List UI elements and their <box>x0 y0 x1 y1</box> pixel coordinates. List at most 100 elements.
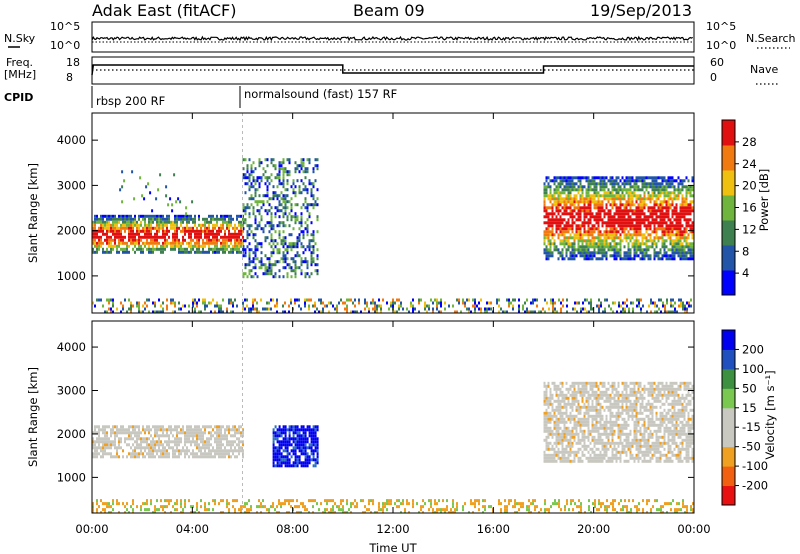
power-cell-0-343 <box>160 217 162 221</box>
power-cell-3-987 <box>635 233 638 237</box>
velocity-cell-2-207 <box>563 426 566 430</box>
power-cell-3-687 <box>607 248 610 252</box>
power-cell-3-1153 <box>651 239 654 243</box>
power-cell-2-172 <box>262 272 265 276</box>
power-cell-3-1396 <box>675 188 678 192</box>
power-cell-3-1397 <box>675 194 678 198</box>
power-cell-3-1085 <box>645 188 648 192</box>
power-cell-2-512 <box>304 275 307 279</box>
power-cell-4-356 <box>502 310 504 313</box>
power-cell-0-738 <box>242 241 244 245</box>
power-cell-3-1488 <box>683 206 686 210</box>
power-cell-0-227 <box>136 229 138 233</box>
power-cell-3-694 <box>609 203 612 207</box>
velocity-cell-2-427 <box>587 408 590 412</box>
velocity-cell-0-422 <box>200 452 202 456</box>
power-cell-3-913 <box>629 197 632 201</box>
velocity-cell-0-377 <box>190 440 192 444</box>
power-cell-3-544 <box>595 185 598 189</box>
power-cell-3-525 <box>593 194 596 198</box>
power-cell-3-1297 <box>665 212 668 216</box>
power-cell-3-841 <box>623 182 626 186</box>
power-cell-2-252 <box>272 251 275 255</box>
power-cell-3-811 <box>619 221 622 225</box>
power-cell-3-947 <box>631 245 634 249</box>
power-cell-2-25 <box>244 221 247 225</box>
nave-tick-0: 60 <box>710 56 724 69</box>
velocity-cell-2-357 <box>579 423 582 427</box>
velocity-cell-0-25 <box>98 428 100 432</box>
power-cell-4-39 <box>140 310 142 313</box>
power-cell-2-446 <box>296 236 299 240</box>
power-cell-3-1357 <box>671 197 674 201</box>
power-cell-3-1195 <box>655 230 658 234</box>
power-cell-4-132 <box>246 298 248 302</box>
power-cell-3-35 <box>545 248 548 252</box>
power-cell-0-363 <box>164 217 166 221</box>
power-cell-0-630 <box>220 244 222 248</box>
power-cell-2-354 <box>284 212 287 216</box>
velocity-cell-2-2 <box>543 390 546 394</box>
power-cell-3-1289 <box>665 185 668 189</box>
velocity-cell-1-33 <box>276 461 279 465</box>
velocity-cell-1-243 <box>314 449 317 453</box>
velocity-cell-0-238 <box>154 446 156 450</box>
power-cell-0-578 <box>210 229 212 233</box>
power-cell-3-1324 <box>667 227 670 231</box>
velocity-cell-2-176 <box>561 381 564 385</box>
power-cell-3-20 <box>545 179 548 183</box>
power-cell-0-27 <box>96 235 98 239</box>
power-cell-3-438 <box>585 215 588 219</box>
velocity-cell-2-515 <box>595 441 598 445</box>
power-cell-2-118 <box>254 263 257 267</box>
power-cell-3-1442 <box>679 203 682 207</box>
power-cell-3-898 <box>627 233 630 237</box>
power-cell-2-1 <box>242 167 245 171</box>
power-cell-3-246 <box>567 200 570 204</box>
power-cell-0-528 <box>198 250 200 254</box>
power-cell-3-1049 <box>641 212 644 216</box>
velocity-cell-0-437 <box>204 443 206 447</box>
power-cell-3-338 <box>575 230 578 234</box>
power-cell-3-672 <box>607 191 610 195</box>
power-cell-2-36 <box>246 176 249 180</box>
velocity-cell-2-47 <box>547 405 550 409</box>
power-cell-0-654 <box>226 214 228 218</box>
power-cell-2-266 <box>274 260 277 264</box>
power-cell-2-248 <box>272 227 275 231</box>
velocity-cell-2-317 <box>575 405 578 409</box>
velocity-cell-0-553 <box>232 449 234 453</box>
power-colorbar-swatch-6 <box>722 120 735 146</box>
power-cell-0-707 <box>236 244 238 248</box>
power-cell-3-791 <box>617 221 620 225</box>
power-cell-2-477 <box>300 230 303 234</box>
power-cell-3-289 <box>571 200 574 204</box>
velocity-cell-2-538 <box>597 456 600 460</box>
power-cell-0-563 <box>208 214 210 218</box>
velocity-cell-1-182 <box>304 431 307 435</box>
power-cell-2-218 <box>268 272 271 276</box>
power-cell-3-872 <box>625 218 628 222</box>
power-cell-3-174 <box>559 254 562 258</box>
power-cell-0-513 <box>196 238 198 242</box>
power-cell-2-192 <box>266 188 269 192</box>
power-cell-0-439 <box>180 229 182 233</box>
velocity-cell-0-470 <box>212 455 214 459</box>
velocity-cell-2-32 <box>545 426 548 430</box>
velocity-cell-1-224 <box>312 428 315 432</box>
velocity-cell-2-508 <box>595 414 598 418</box>
velocity-cell-2-507 <box>595 411 598 415</box>
power-cell-4-370 <box>518 307 520 311</box>
power-cell-2-378 <box>286 257 289 261</box>
power-cell-0-70 <box>106 220 108 224</box>
power-cell-3-1081 <box>643 257 646 261</box>
power-cell-3-1163 <box>653 200 656 204</box>
power-cell-2-464 <box>298 266 301 270</box>
power-cell-3-605 <box>599 251 602 255</box>
power-cell-2-27 <box>244 248 247 252</box>
velocity-cell-0-524 <box>224 455 226 459</box>
power-cell-2-388 <box>288 224 291 228</box>
power-cell-0-72 <box>106 226 108 230</box>
velocity-cell-0-133 <box>128 434 130 438</box>
power-cell-2-236 <box>270 254 273 258</box>
